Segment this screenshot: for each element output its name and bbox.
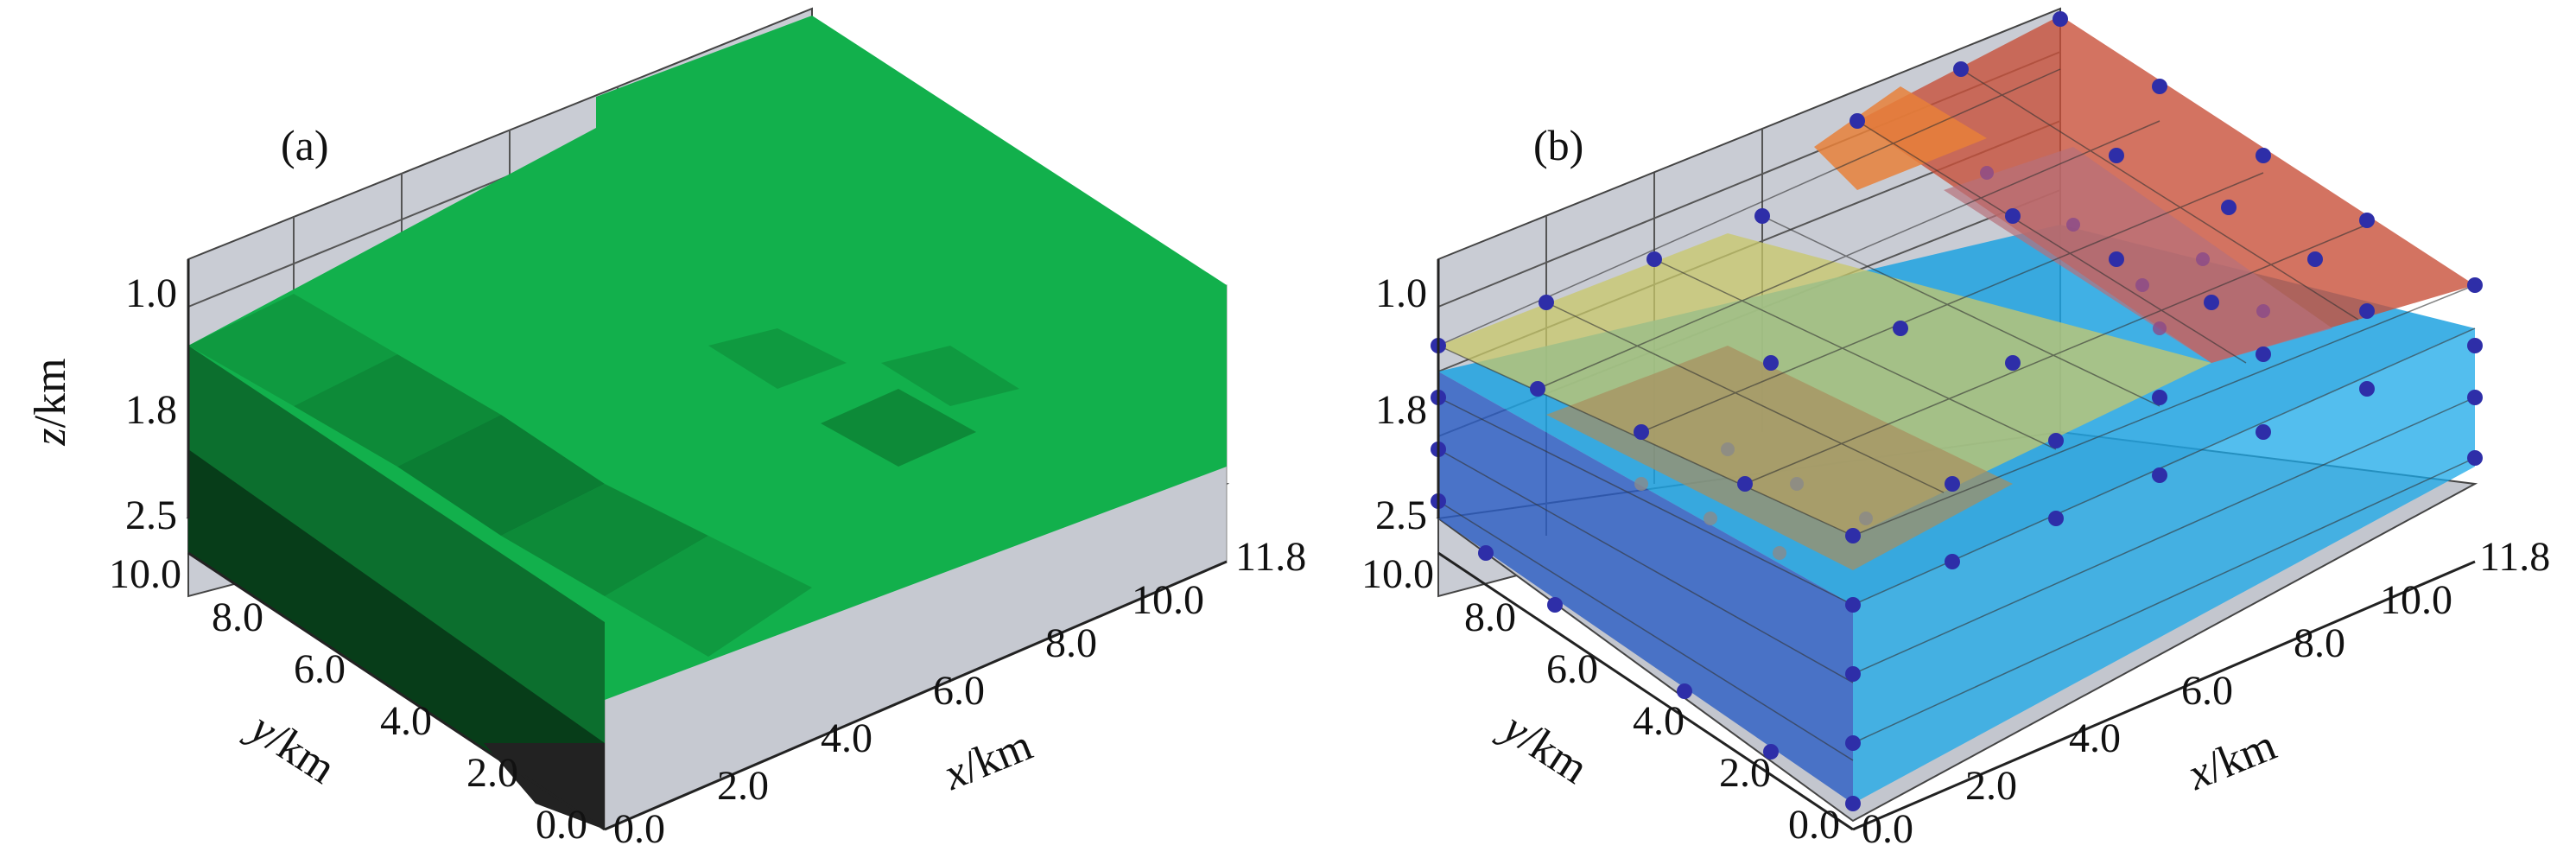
y-tick-a-2: 6.0 [294, 646, 346, 692]
layer-blue-right-b [1853, 328, 2475, 804]
x-tick-a-2: 4.0 [821, 715, 872, 761]
y-tick-a-4: 2.0 [466, 750, 518, 796]
x-tick-a-5: 10.0 [1132, 577, 1204, 623]
x-tick-a-6: 11.8 [1235, 534, 1306, 580]
layer-yellow-b [1438, 233, 2211, 536]
x-tick-b-2: 4.0 [2069, 715, 2121, 761]
x-axis-a: 0.0 2.0 4.0 6.0 8.0 10.0 11.8 x/km [604, 534, 1306, 852]
y-tick-b-5: 0.0 [1788, 802, 1840, 848]
y-tick-b-4: 2.0 [1719, 750, 1771, 796]
x-tick-b-0: 0.0 [1862, 806, 1913, 852]
z-axis-a: 1.0 1.8 2.5 z/km [26, 259, 190, 538]
x-axis-b: 0.0 2.0 4.0 6.0 8.0 10.0 11.8 x/km [1852, 534, 2550, 852]
z-label-a: z/km [26, 358, 75, 446]
z-tick-b-0: 1.0 [1375, 270, 1427, 316]
x-label-a: x/km [936, 721, 1039, 800]
x-tick-b-4: 8.0 [2294, 620, 2345, 666]
panel-a: 1.0 1.8 2.5 z/km 10.0 8.0 6.0 4.0 2.0 0.… [26, 7, 1306, 852]
inner-nodes-b [1980, 166, 2270, 335]
y-label-a: y/km [238, 701, 344, 793]
x-tick-b-3: 6.0 [2181, 668, 2233, 714]
panel-label-b: (b) [1533, 121, 1583, 169]
x-tick-a-0: 0.0 [613, 806, 665, 852]
panel-label-a: (a) [281, 121, 329, 169]
inner-grey-nodes-b [1634, 442, 1873, 560]
z-tick-a-2: 2.5 [125, 493, 177, 538]
z-tick-b-1: 1.8 [1375, 387, 1427, 433]
x-tick-a-3: 6.0 [933, 668, 985, 714]
x-tick-b-1: 2.0 [1965, 763, 2017, 809]
layer-pink-b [1944, 147, 2332, 363]
x-tick-b-6: 11.8 [2479, 534, 2550, 580]
z-axis-b: 1.0 1.8 2.5 [1375, 259, 1440, 538]
y-label-b: y/km [1491, 701, 1596, 793]
y-tick-b-1: 8.0 [1464, 594, 1516, 640]
panel-b: 1.0 1.8 2.5 10.0 8.0 6.0 4.0 2.0 0.0 y/k… [1361, 7, 2550, 852]
y-tick-a-1: 8.0 [212, 594, 263, 640]
y-tick-a-5: 0.0 [536, 802, 587, 848]
green-block-left-face-dark-a [188, 449, 605, 829]
layer-red-b [1857, 16, 2475, 363]
layer-orange-b [1814, 86, 1987, 190]
z-tick-b-2: 2.5 [1375, 493, 1427, 538]
x-label-b: x/km [2180, 721, 2283, 800]
layer-tan-b [1546, 346, 2013, 570]
x-tick-b-5: 10.0 [2380, 577, 2452, 623]
y-tick-b-3: 4.0 [1633, 698, 1685, 744]
z-tick-a-1: 1.8 [125, 387, 177, 433]
x-tick-a-4: 8.0 [1045, 620, 1097, 666]
z-tick-a-0: 1.0 [125, 270, 177, 316]
y-tick-b-2: 6.0 [1546, 646, 1598, 692]
x-tick-a-1: 2.0 [717, 763, 769, 809]
y-tick-a-3: 4.0 [380, 698, 432, 744]
y-tick-b-0: 10.0 [1361, 551, 1434, 597]
y-tick-a-0: 10.0 [109, 551, 181, 597]
